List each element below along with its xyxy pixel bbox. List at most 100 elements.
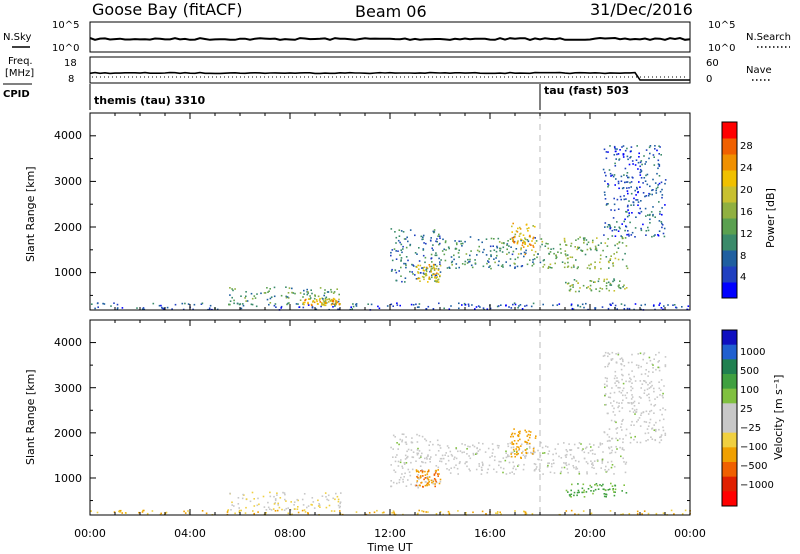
echo-cell bbox=[653, 358, 655, 360]
echo-cell bbox=[401, 439, 404, 441]
echo-cell bbox=[295, 303, 298, 305]
echo-cell bbox=[116, 308, 119, 310]
echo-cell bbox=[607, 238, 609, 240]
echo-cell bbox=[612, 489, 614, 491]
echo-cell bbox=[604, 386, 606, 389]
echo-cell bbox=[582, 510, 585, 512]
echo-cell bbox=[527, 443, 529, 445]
echo-cell bbox=[585, 491, 588, 493]
echo-cell bbox=[534, 237, 536, 239]
echo-cell bbox=[507, 240, 509, 242]
echo-cell bbox=[597, 280, 600, 283]
echo-cell bbox=[116, 307, 119, 309]
echo-cell bbox=[614, 370, 617, 373]
echo-cell bbox=[605, 174, 607, 177]
echo-cell bbox=[653, 156, 655, 158]
echo-cell bbox=[307, 512, 309, 514]
echo-cell bbox=[428, 449, 431, 452]
echo-cell bbox=[489, 250, 492, 252]
echo-cell bbox=[603, 493, 606, 495]
echo-cell bbox=[437, 443, 439, 446]
echo-cell bbox=[432, 244, 434, 246]
echo-cell bbox=[390, 254, 392, 257]
power-cbar-tick-20: 20 bbox=[740, 185, 753, 196]
echo-cell bbox=[512, 451, 514, 454]
echo-cell bbox=[269, 508, 271, 510]
echo-cell bbox=[614, 162, 616, 165]
echo-cell bbox=[613, 154, 616, 156]
velocity-colorbar-label: Velocity [m s⁻¹] bbox=[772, 375, 785, 460]
echo-cell bbox=[330, 298, 333, 301]
echo-cell bbox=[632, 163, 634, 165]
echo-cell bbox=[631, 370, 633, 372]
echo-cell bbox=[525, 512, 528, 515]
echo-cell bbox=[234, 512, 236, 515]
echo-cell bbox=[268, 303, 270, 306]
echo-cell bbox=[429, 441, 432, 443]
echo-cell bbox=[378, 307, 381, 310]
echo-cell bbox=[158, 304, 161, 307]
echo-cell bbox=[407, 240, 409, 243]
echo-cell bbox=[651, 235, 653, 238]
xtick-0000: 00:00 bbox=[74, 527, 106, 540]
echo-cell bbox=[426, 483, 428, 486]
echo-cell bbox=[555, 452, 557, 455]
echo-cell bbox=[615, 229, 618, 231]
echo-cell bbox=[609, 145, 611, 147]
echo-cell bbox=[647, 432, 650, 434]
echo-cell bbox=[510, 446, 513, 449]
echo-cell bbox=[404, 454, 407, 457]
echo-cell bbox=[573, 494, 575, 497]
echo-cell bbox=[592, 464, 594, 466]
echo-cell bbox=[337, 300, 340, 303]
echo-cell bbox=[624, 181, 626, 184]
echo-cell bbox=[415, 460, 417, 462]
echo-cell bbox=[442, 238, 444, 241]
echo-cell bbox=[652, 364, 654, 366]
echo-cell bbox=[622, 387, 625, 390]
echo-cell bbox=[603, 280, 605, 282]
echo-cell bbox=[551, 463, 553, 465]
echo-cell bbox=[616, 153, 618, 156]
echo-cell bbox=[591, 241, 594, 244]
echo-cell bbox=[606, 470, 608, 473]
echo-cell bbox=[532, 236, 535, 239]
echo-cell bbox=[653, 164, 656, 166]
echo-cell bbox=[469, 469, 471, 472]
echo-cell bbox=[619, 358, 622, 360]
echo-cell bbox=[630, 403, 633, 405]
echo-cell bbox=[518, 235, 521, 237]
echo-cell bbox=[119, 510, 121, 512]
echo-cell bbox=[436, 276, 438, 278]
echo-cell bbox=[606, 365, 609, 368]
echo-cell bbox=[572, 465, 574, 467]
echo-cell bbox=[530, 305, 533, 308]
echo-cell bbox=[428, 480, 430, 483]
echo-cell bbox=[394, 460, 397, 463]
echo-cell bbox=[624, 463, 627, 465]
echo-cell bbox=[284, 493, 286, 496]
echo-cell bbox=[433, 229, 436, 231]
echo-cell bbox=[609, 259, 611, 261]
echo-cell bbox=[515, 230, 518, 232]
echo-cell bbox=[390, 270, 393, 272]
echo-cell bbox=[612, 488, 614, 490]
echo-cell bbox=[426, 458, 428, 460]
velocity-colorbar-segment bbox=[722, 447, 737, 463]
echo-cell bbox=[621, 378, 623, 381]
echo-cell bbox=[613, 145, 616, 148]
echo-cell bbox=[330, 291, 333, 293]
power-ytick-2000: 2000 bbox=[54, 221, 82, 234]
echo-cell bbox=[482, 251, 484, 254]
echo-cell bbox=[566, 468, 569, 470]
echo-cell bbox=[647, 375, 649, 377]
echo-cell bbox=[400, 266, 402, 269]
echo-cell bbox=[426, 478, 429, 480]
echo-cell bbox=[435, 277, 438, 279]
echo-cell bbox=[330, 300, 332, 302]
echo-cell bbox=[404, 238, 407, 240]
echo-cell bbox=[622, 418, 624, 421]
echo-cell bbox=[620, 198, 622, 201]
echo-cell bbox=[583, 451, 586, 454]
echo-cell bbox=[438, 235, 441, 238]
